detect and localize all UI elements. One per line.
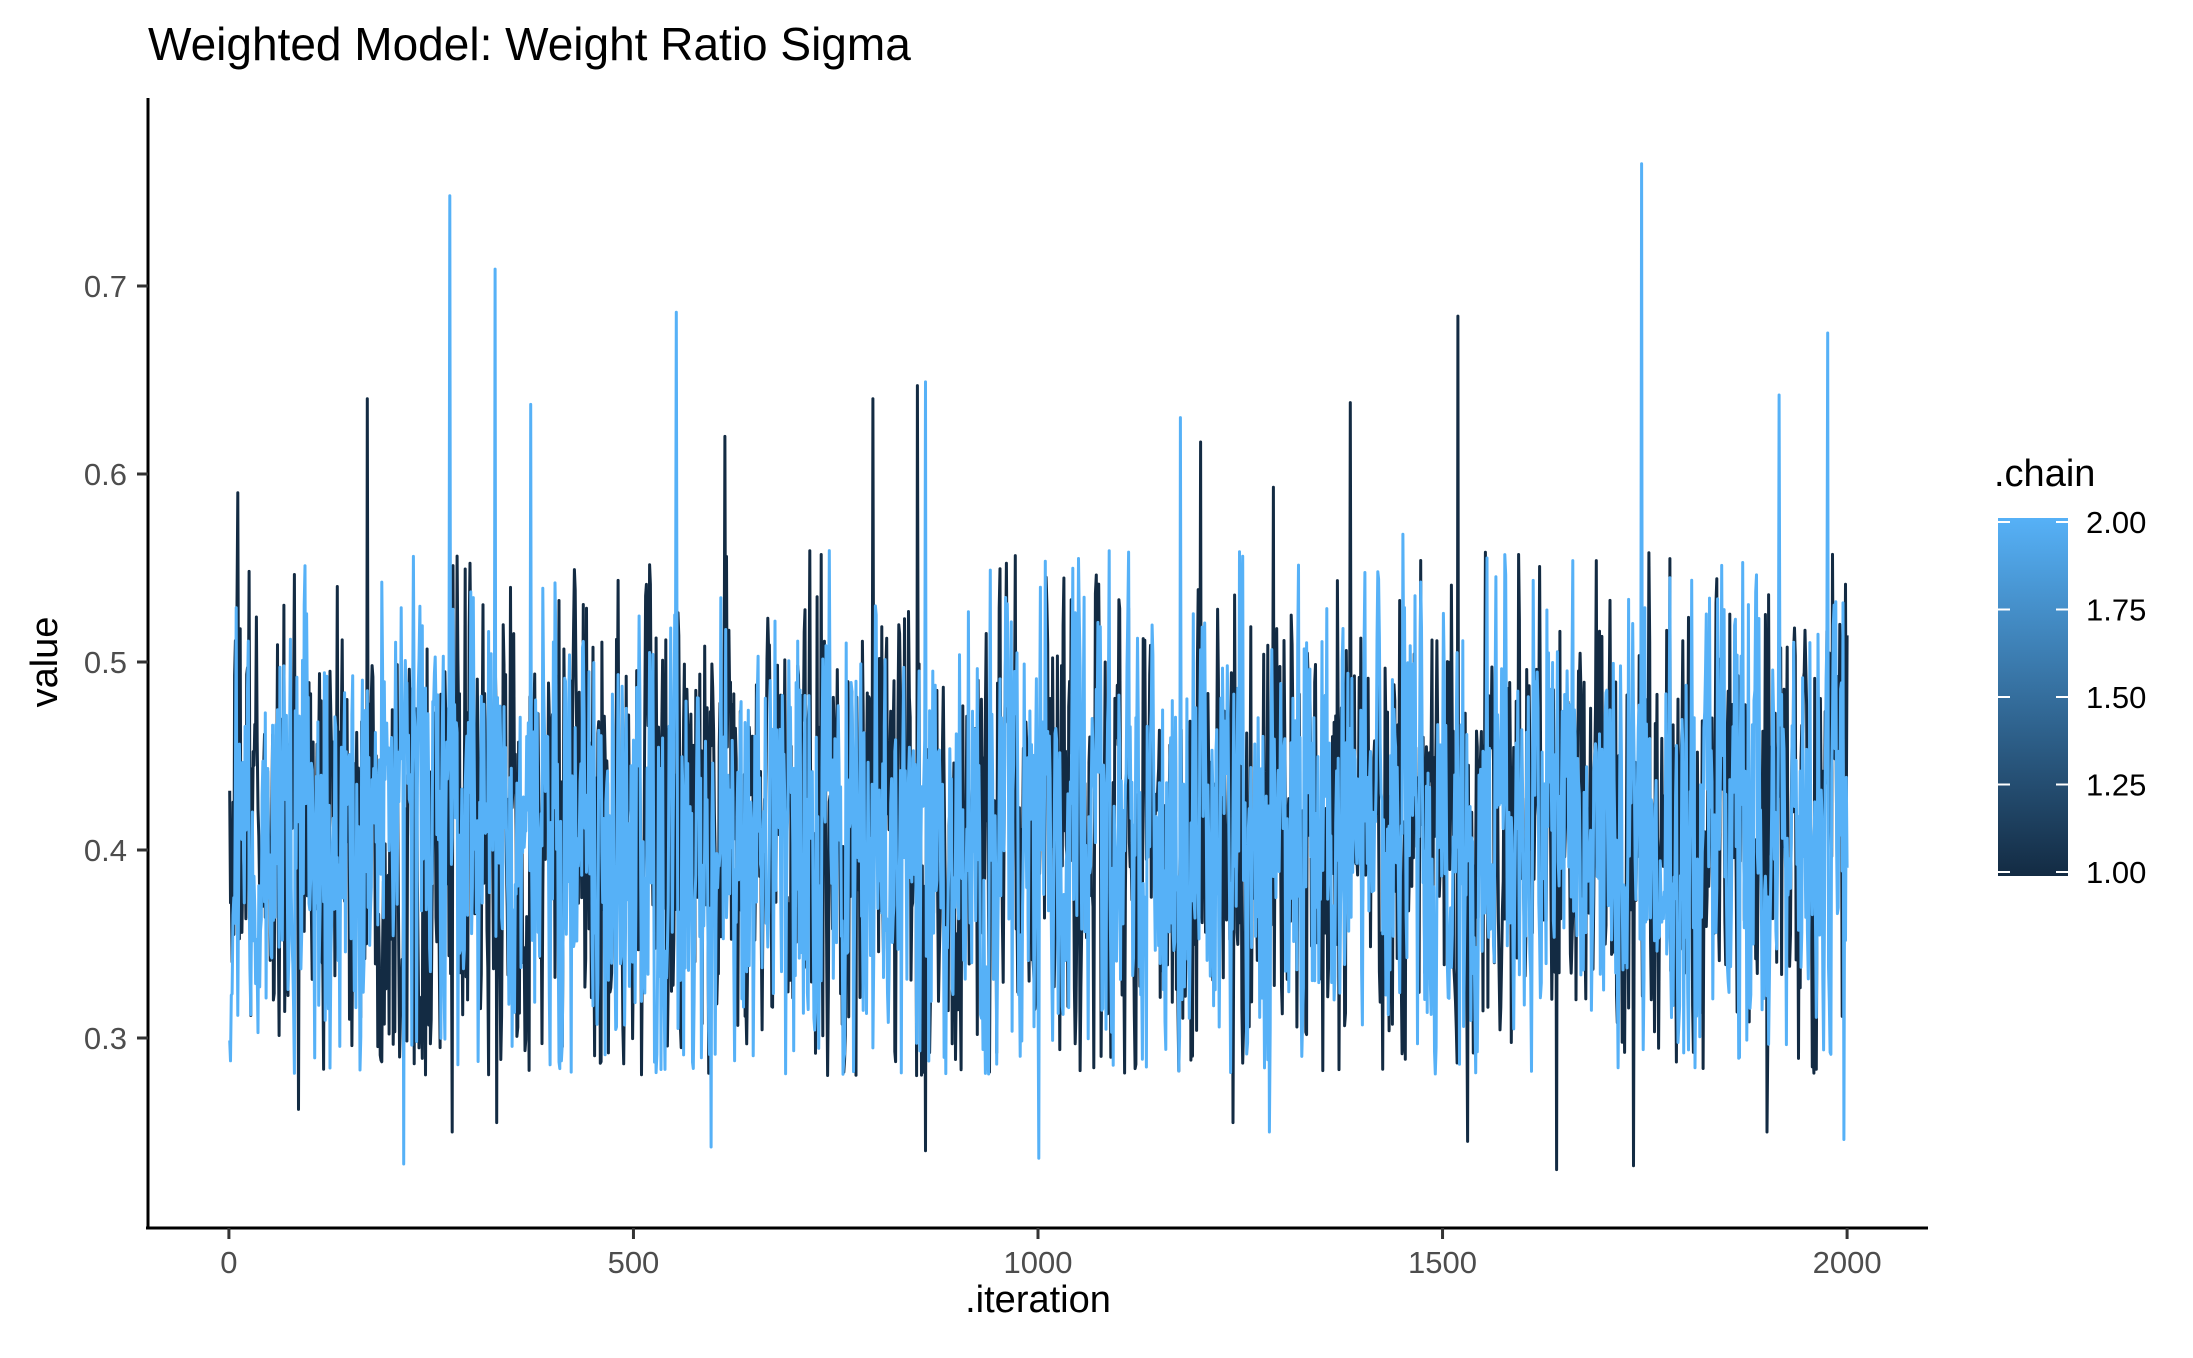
- legend-tick-label: 1.25: [2086, 768, 2146, 803]
- y-tick-label: 0.3: [84, 1021, 127, 1056]
- legend-title: .chain: [1994, 453, 2095, 495]
- x-axis-ticks: 0 500 1000 1500 2000: [220, 1228, 1882, 1280]
- x-tick-label: 1000: [1004, 1245, 1073, 1280]
- x-tick-label: 500: [608, 1245, 660, 1280]
- x-tick-label: 1500: [1408, 1245, 1477, 1280]
- y-axis-ticks: 0.3 0.4 0.5 0.6 0.7: [84, 269, 148, 1056]
- legend-tick-label: 1.00: [2086, 855, 2146, 890]
- x-tick-label: 0: [220, 1245, 237, 1280]
- legend-tick-label: 1.50: [2086, 680, 2146, 715]
- legend-ticks: 2.00 1.75 1.50 1.25 1.00: [1998, 505, 2146, 890]
- chart-title: Weighted Model: Weight Ratio Sigma: [148, 18, 911, 70]
- legend-tick-label: 2.00: [2086, 505, 2146, 540]
- y-tick-label: 0.5: [84, 645, 127, 680]
- x-axis-label: .iteration: [965, 1279, 1111, 1321]
- x-tick-label: 2000: [1813, 1245, 1882, 1280]
- legend-tick-label: 1.75: [2086, 593, 2146, 628]
- y-tick-label: 0.6: [84, 457, 127, 492]
- series-layer: [228, 162, 1849, 1172]
- series-line-chain-2: [228, 162, 1849, 1166]
- y-tick-label: 0.7: [84, 269, 127, 304]
- y-tick-label: 0.4: [84, 833, 127, 868]
- legend: .chain 2.00 1.75 1.50 1.25 1.00: [1994, 453, 2146, 890]
- y-axis-label: value: [24, 617, 66, 708]
